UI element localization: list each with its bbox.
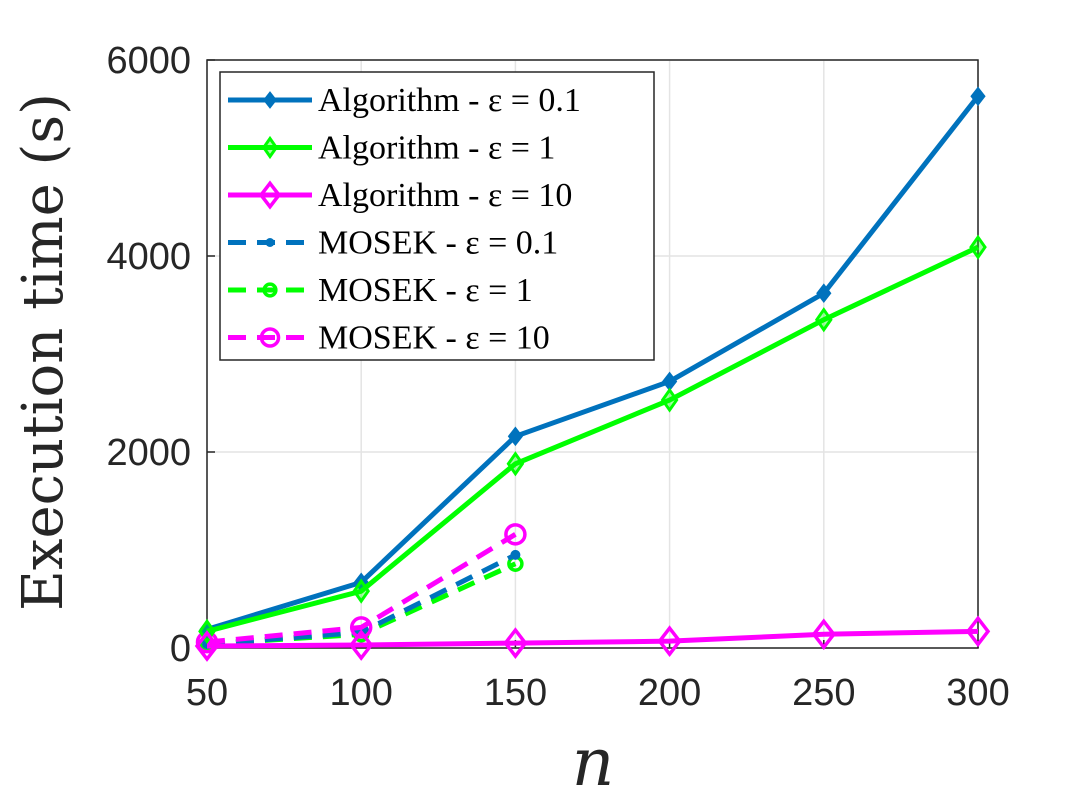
data-point xyxy=(261,135,279,160)
series-line xyxy=(206,244,980,634)
series-layer xyxy=(194,86,991,662)
legend-label: Algorithm - ε = 1 xyxy=(318,130,555,167)
legend-label: MOSEK - ε = 1 xyxy=(318,272,533,309)
data-point xyxy=(349,616,373,639)
data-point xyxy=(265,238,275,247)
x-tick-label: 100 xyxy=(329,672,392,714)
x-tick-label: 150 xyxy=(484,672,547,714)
x-axis-label: n xyxy=(572,724,615,801)
series-line xyxy=(206,532,517,645)
data-point xyxy=(258,180,282,210)
plot-frame xyxy=(206,59,979,649)
legend-entry: Algorithm - ε = 0.1 xyxy=(228,82,581,119)
legend: Algorithm - ε = 0.1 Algorithm - ε = 1 Algo… xyxy=(219,71,655,361)
legend-label: MOSEK - ε = 10 xyxy=(318,320,550,357)
data-point xyxy=(507,426,524,447)
legend-entry: Algorithm - ε = 10 xyxy=(228,177,572,214)
x-tick-label: 50 xyxy=(186,672,228,714)
y-tick-label: 6000 xyxy=(106,40,191,82)
tick-labels: 50 100 150 200 250 300 0 2000 4000 6000 xyxy=(106,40,1009,714)
x-tick-label: 200 xyxy=(638,672,701,714)
legend-label: MOSEK - ε = 0.1 xyxy=(318,225,558,262)
y-axis-label: Execution time (s) xyxy=(11,93,76,611)
data-point xyxy=(660,387,679,413)
data-point xyxy=(504,523,527,546)
data-point xyxy=(811,618,837,651)
data-point xyxy=(969,234,987,260)
data-point xyxy=(970,86,986,107)
legend-label: Algorithm - ε = 0.1 xyxy=(318,82,581,119)
data-point xyxy=(263,91,277,109)
data-point xyxy=(965,615,991,648)
legend-entry: MOSEK - ε = 10 xyxy=(228,320,550,357)
data-point xyxy=(348,629,374,661)
legend-label: Algorithm - ε = 10 xyxy=(318,177,572,214)
x-tick-label: 250 xyxy=(792,672,855,714)
data-point xyxy=(814,307,833,333)
legend-box xyxy=(219,71,655,361)
legend-entry: Algorithm - ε = 1 xyxy=(228,130,555,167)
data-point xyxy=(262,282,278,298)
series-line xyxy=(206,94,980,632)
y-tick-label: 4000 xyxy=(106,236,191,278)
data-point xyxy=(816,283,832,304)
series-line xyxy=(206,628,979,649)
series-2 xyxy=(194,615,991,662)
data-point xyxy=(352,578,371,604)
legend-entry: MOSEK - ε = 0.1 xyxy=(228,225,558,262)
legend-entry: MOSEK - ε = 1 xyxy=(228,272,533,309)
y-tick-label: 2000 xyxy=(106,432,191,474)
data-point xyxy=(259,327,281,348)
x-tick-label: 300 xyxy=(946,672,1009,714)
data-point xyxy=(506,451,525,477)
y-tick-label: 0 xyxy=(170,628,191,670)
data-point xyxy=(503,627,528,659)
data-point xyxy=(510,549,521,560)
data-point xyxy=(194,630,220,662)
data-point xyxy=(657,625,682,658)
